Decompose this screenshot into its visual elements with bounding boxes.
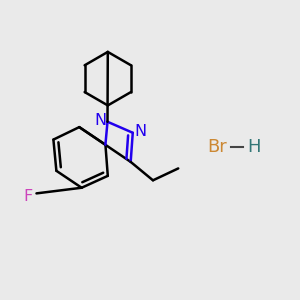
Text: H: H: [247, 138, 261, 156]
Text: F: F: [23, 190, 33, 205]
Text: N: N: [134, 124, 146, 139]
Text: N: N: [94, 113, 106, 128]
Text: Br: Br: [207, 138, 227, 156]
